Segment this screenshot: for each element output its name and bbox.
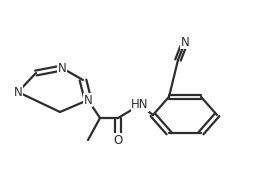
Text: HN: HN — [131, 98, 149, 112]
Text: N: N — [181, 36, 189, 49]
Text: N: N — [14, 85, 22, 98]
Text: O: O — [113, 133, 123, 146]
Text: N: N — [57, 61, 66, 74]
Text: N: N — [84, 94, 92, 106]
